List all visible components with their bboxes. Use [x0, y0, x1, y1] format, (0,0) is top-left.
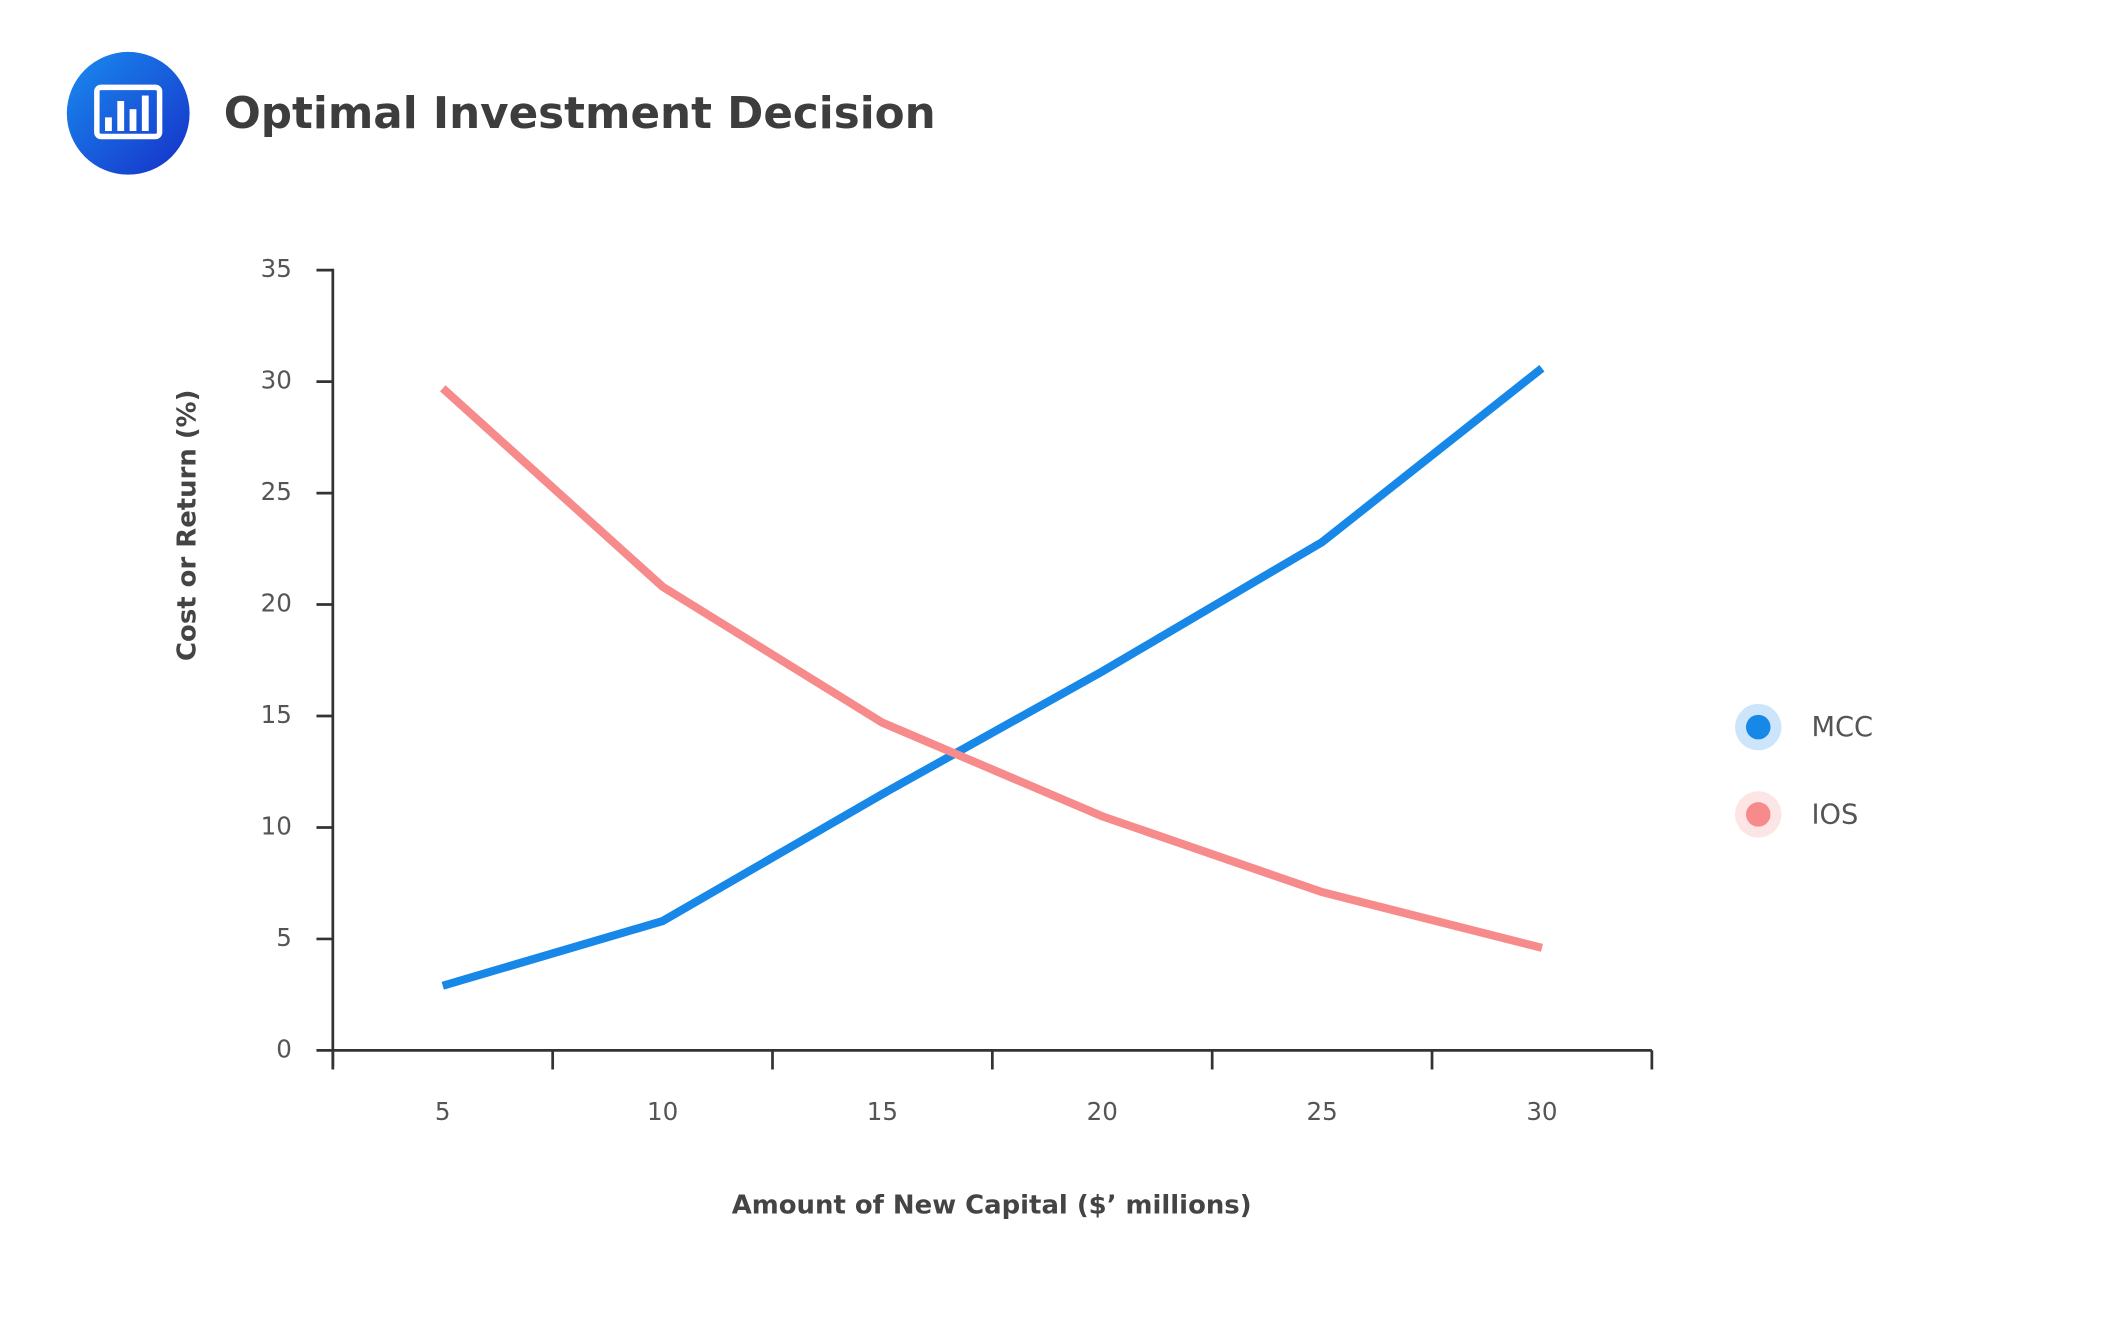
y-tick-label: 35 — [261, 254, 292, 283]
legend-label: MCC — [1811, 712, 1873, 743]
legend-label: IOS — [1811, 799, 1858, 830]
y-tick-label: 10 — [261, 811, 292, 840]
legend-marker — [1745, 802, 1771, 827]
legend-marker — [1745, 714, 1771, 740]
y-tick-label: 0 — [276, 1034, 292, 1063]
x-tick-label: 10 — [647, 1097, 678, 1126]
y-tick-label: 20 — [261, 589, 292, 618]
title-icon — [66, 51, 190, 175]
x-tick-label: 15 — [867, 1097, 898, 1126]
x-tick-label: 25 — [1306, 1097, 1337, 1126]
x-axis-label: Amount of New Capital ($’ millions) — [732, 1190, 1252, 1220]
y-tick-label: 15 — [261, 700, 292, 729]
y-tick-label: 30 — [261, 366, 292, 395]
line — [441, 365, 1545, 990]
line — [440, 385, 1543, 952]
x-tick-label: 5 — [435, 1097, 451, 1126]
chart-title: Optimal Investment Decision — [224, 88, 936, 139]
x-tick-label: 20 — [1087, 1097, 1118, 1126]
x-tick-label: 30 — [1526, 1097, 1557, 1126]
y-axis-label: Cost or Return (%) — [173, 390, 203, 661]
y-tick-label: 5 — [276, 923, 292, 952]
y-tick-label: 25 — [261, 477, 292, 506]
